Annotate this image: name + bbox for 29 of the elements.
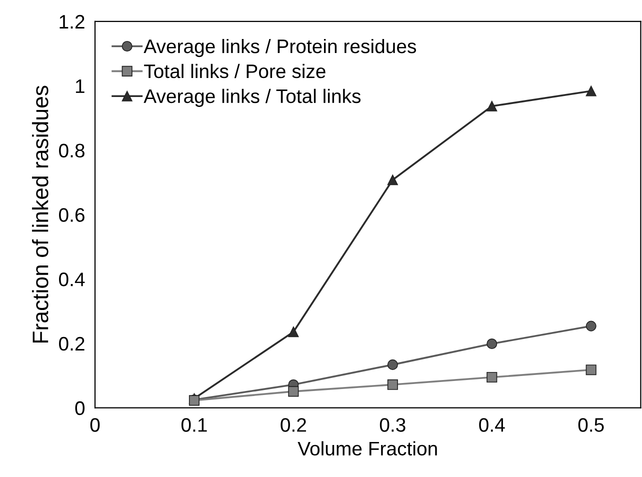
point (288, 326, 299, 338)
y-tick-label: 0.2 (59, 336, 84, 351)
x-tick-label: 0 (90, 418, 100, 432)
x-axis-title: Volume Fraction (298, 441, 437, 456)
y-axis-title: Fraction of linked rasidues (32, 86, 48, 343)
x-tick-label: 0.4 (479, 418, 505, 432)
legend-label: Total links / Pore size (144, 64, 326, 78)
point (387, 174, 398, 186)
point (586, 320, 596, 332)
x-tick-label: 0.2 (280, 418, 306, 432)
legend-label: Average links / Total links (144, 88, 361, 107)
x-tick-label: 0.1 (181, 418, 207, 432)
y-tick-label: 0.8 (59, 144, 84, 158)
y-tick-label: 1 (76, 80, 84, 93)
point (586, 86, 596, 96)
point (288, 386, 299, 397)
point (486, 100, 498, 112)
point (586, 364, 596, 376)
y-tick-label: 1.2 (60, 14, 84, 29)
y-tick-label: 0.6 (59, 208, 84, 222)
y-tick-label: 0 (75, 401, 85, 416)
point (387, 359, 398, 370)
x-tick-label: 0.3 (380, 418, 406, 432)
x-tick-label: 0.5 (578, 418, 604, 432)
point (387, 379, 398, 390)
y-tick-label: 0.4 (59, 272, 85, 286)
legend-label: Average links / Protein residues (144, 38, 416, 58)
point (486, 372, 498, 383)
point (486, 338, 498, 350)
